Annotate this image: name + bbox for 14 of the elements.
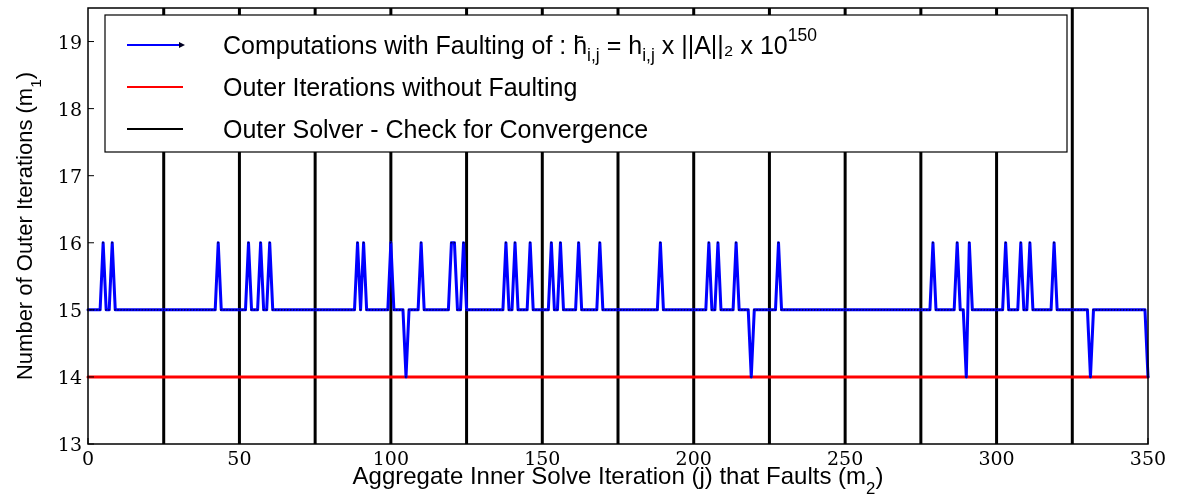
y-tick-label: 15 bbox=[57, 298, 82, 321]
ref-line-label: Outer Solver - Check for Convergence bbox=[223, 115, 649, 143]
x-tick-label: 350 bbox=[1129, 447, 1167, 469]
y-tick-label: 14 bbox=[57, 365, 82, 388]
x-tick-label: 0 bbox=[81, 447, 95, 469]
x-tick-label: 50 bbox=[227, 447, 252, 469]
y-tick-label: 19 bbox=[57, 30, 82, 53]
x-tick-label: 300 bbox=[978, 447, 1015, 469]
y-tick-label: 17 bbox=[57, 164, 82, 187]
legend-label: Outer Iterations without Faulting bbox=[223, 73, 578, 101]
legend-label: Computations with Faulting of : h̄$_{i,j}$ = h$_{i,j}$ x ||A||₂ x 10$^{150}$ bbox=[223, 25, 818, 65]
y-tick-label: 13 bbox=[57, 433, 82, 455]
y-tick-label: 18 bbox=[57, 97, 82, 120]
y-tick-label: 16 bbox=[57, 231, 82, 254]
